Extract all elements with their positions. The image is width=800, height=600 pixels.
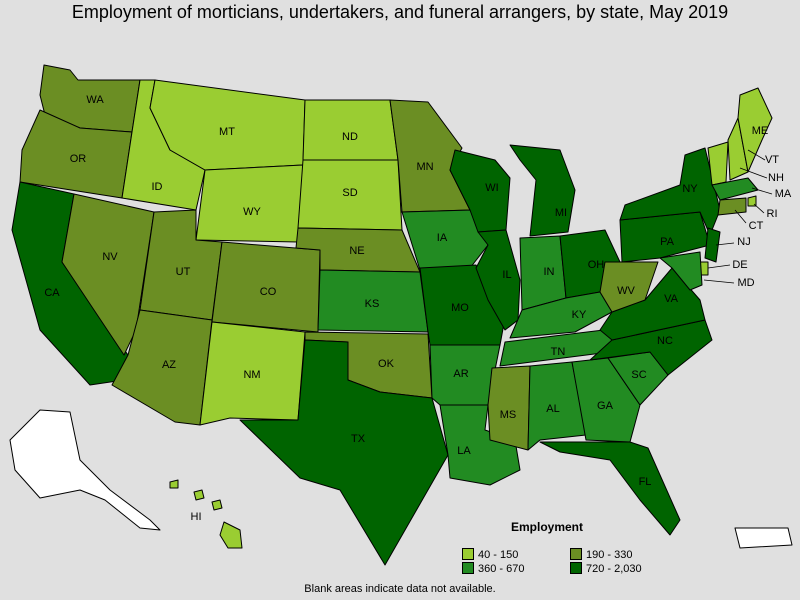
label-MI: MI bbox=[555, 207, 567, 219]
label-NJ: NJ bbox=[737, 236, 750, 248]
state-WV[interactable] bbox=[599, 261, 659, 313]
state-HI-island-2[interactable] bbox=[193, 489, 205, 501]
label-NM: NM bbox=[243, 369, 260, 381]
state-HI-island-3[interactable] bbox=[211, 499, 223, 511]
label-MT: MT bbox=[219, 126, 235, 138]
label-ND: ND bbox=[342, 131, 358, 143]
label-RI: RI bbox=[767, 208, 778, 220]
label-NC: NC bbox=[657, 335, 673, 347]
territory-PR[interactable] bbox=[734, 527, 793, 549]
legend-label-1: 40 - 150 bbox=[478, 549, 519, 561]
label-OR: OR bbox=[70, 153, 87, 165]
label-UT: UT bbox=[176, 266, 191, 278]
state-CT[interactable] bbox=[717, 197, 747, 216]
label-DE: DE bbox=[732, 259, 747, 271]
label-KY: KY bbox=[572, 309, 587, 321]
state-NM[interactable] bbox=[199, 321, 306, 426]
state-NV[interactable] bbox=[61, 193, 155, 356]
legend-item-4: 720 - 2,030 bbox=[570, 562, 642, 576]
label-MN: MN bbox=[416, 161, 433, 173]
label-AZ: AZ bbox=[162, 359, 176, 371]
label-IA: IA bbox=[437, 232, 448, 244]
legend-swatch-4 bbox=[570, 562, 582, 574]
state-IL[interactable] bbox=[475, 229, 521, 331]
state-AL[interactable] bbox=[527, 361, 587, 451]
state-IA[interactable] bbox=[401, 209, 489, 271]
label-IN: IN bbox=[544, 266, 555, 278]
label-SC: SC bbox=[631, 369, 646, 381]
legend-title: Employment bbox=[510, 520, 583, 534]
label-CA: CA bbox=[44, 287, 60, 299]
state-MS[interactable] bbox=[487, 365, 531, 451]
label-IL: IL bbox=[502, 269, 511, 281]
state-HI-island-1[interactable] bbox=[169, 479, 179, 489]
label-CO: CO bbox=[260, 286, 277, 298]
legend-item-3: 360 - 670 bbox=[462, 562, 524, 576]
legend-label-2: 190 - 330 bbox=[586, 549, 633, 561]
label-LA: LA bbox=[457, 445, 471, 457]
label-NE: NE bbox=[349, 245, 364, 257]
label-NV: NV bbox=[102, 251, 118, 263]
label-HI: HI bbox=[191, 511, 202, 523]
label-GA: GA bbox=[597, 400, 614, 412]
state-VA[interactable] bbox=[599, 267, 706, 341]
legend-item-2: 190 - 330 bbox=[570, 548, 632, 562]
state-MI[interactable] bbox=[509, 144, 576, 237]
state-VT[interactable] bbox=[707, 141, 729, 186]
label-TX: TX bbox=[351, 433, 366, 445]
state-WY[interactable] bbox=[195, 164, 304, 243]
label-KS: KS bbox=[365, 298, 380, 310]
label-MS: MS bbox=[500, 409, 517, 421]
legend-label-4: 720 - 2,030 bbox=[586, 563, 642, 575]
label-NY: NY bbox=[682, 183, 698, 195]
legend-swatch-2 bbox=[570, 548, 582, 560]
label-MA: MA bbox=[775, 188, 792, 200]
label-WA: WA bbox=[86, 94, 104, 106]
data-note: Blank areas indicate data not available. bbox=[304, 583, 496, 595]
label-CT: CT bbox=[749, 220, 764, 232]
label-PA: PA bbox=[660, 236, 675, 248]
label-VA: VA bbox=[664, 293, 679, 305]
label-SD: SD bbox=[342, 187, 357, 199]
label-FL: FL bbox=[639, 476, 652, 488]
leader-lines bbox=[703, 149, 773, 284]
state-MD[interactable] bbox=[659, 251, 703, 291]
label-ID: ID bbox=[152, 181, 163, 193]
legend-swatch-3 bbox=[462, 562, 474, 574]
legend-item-1: 40 - 150 bbox=[462, 548, 518, 562]
label-NH: NH bbox=[768, 172, 784, 184]
label-OH: OH bbox=[588, 259, 605, 271]
label-AL: AL bbox=[546, 403, 559, 415]
state-LA[interactable] bbox=[439, 404, 521, 486]
state-AK[interactable] bbox=[9, 409, 161, 531]
label-OK: OK bbox=[378, 358, 395, 370]
state-TX[interactable] bbox=[239, 339, 449, 566]
label-AR: AR bbox=[453, 368, 468, 380]
state-NJ[interactable] bbox=[704, 227, 721, 263]
label-WV: WV bbox=[617, 285, 635, 297]
legend-swatch-1 bbox=[462, 548, 474, 560]
label-WY: WY bbox=[243, 206, 261, 218]
legend-label-3: 360 - 670 bbox=[478, 563, 525, 575]
label-VT: VT bbox=[765, 154, 779, 166]
state-ND[interactable] bbox=[302, 99, 399, 161]
label-MD: MD bbox=[737, 277, 754, 289]
label-WI: WI bbox=[485, 182, 498, 194]
state-ME[interactable] bbox=[737, 87, 773, 173]
state-HI-island-4[interactable] bbox=[219, 521, 243, 549]
map-title: Employment of morticians, undertakers, a… bbox=[71, 2, 729, 22]
label-MO: MO bbox=[451, 302, 469, 314]
label-ME: ME bbox=[752, 125, 769, 137]
label-TN: TN bbox=[551, 346, 566, 358]
state-FL[interactable] bbox=[539, 441, 681, 536]
